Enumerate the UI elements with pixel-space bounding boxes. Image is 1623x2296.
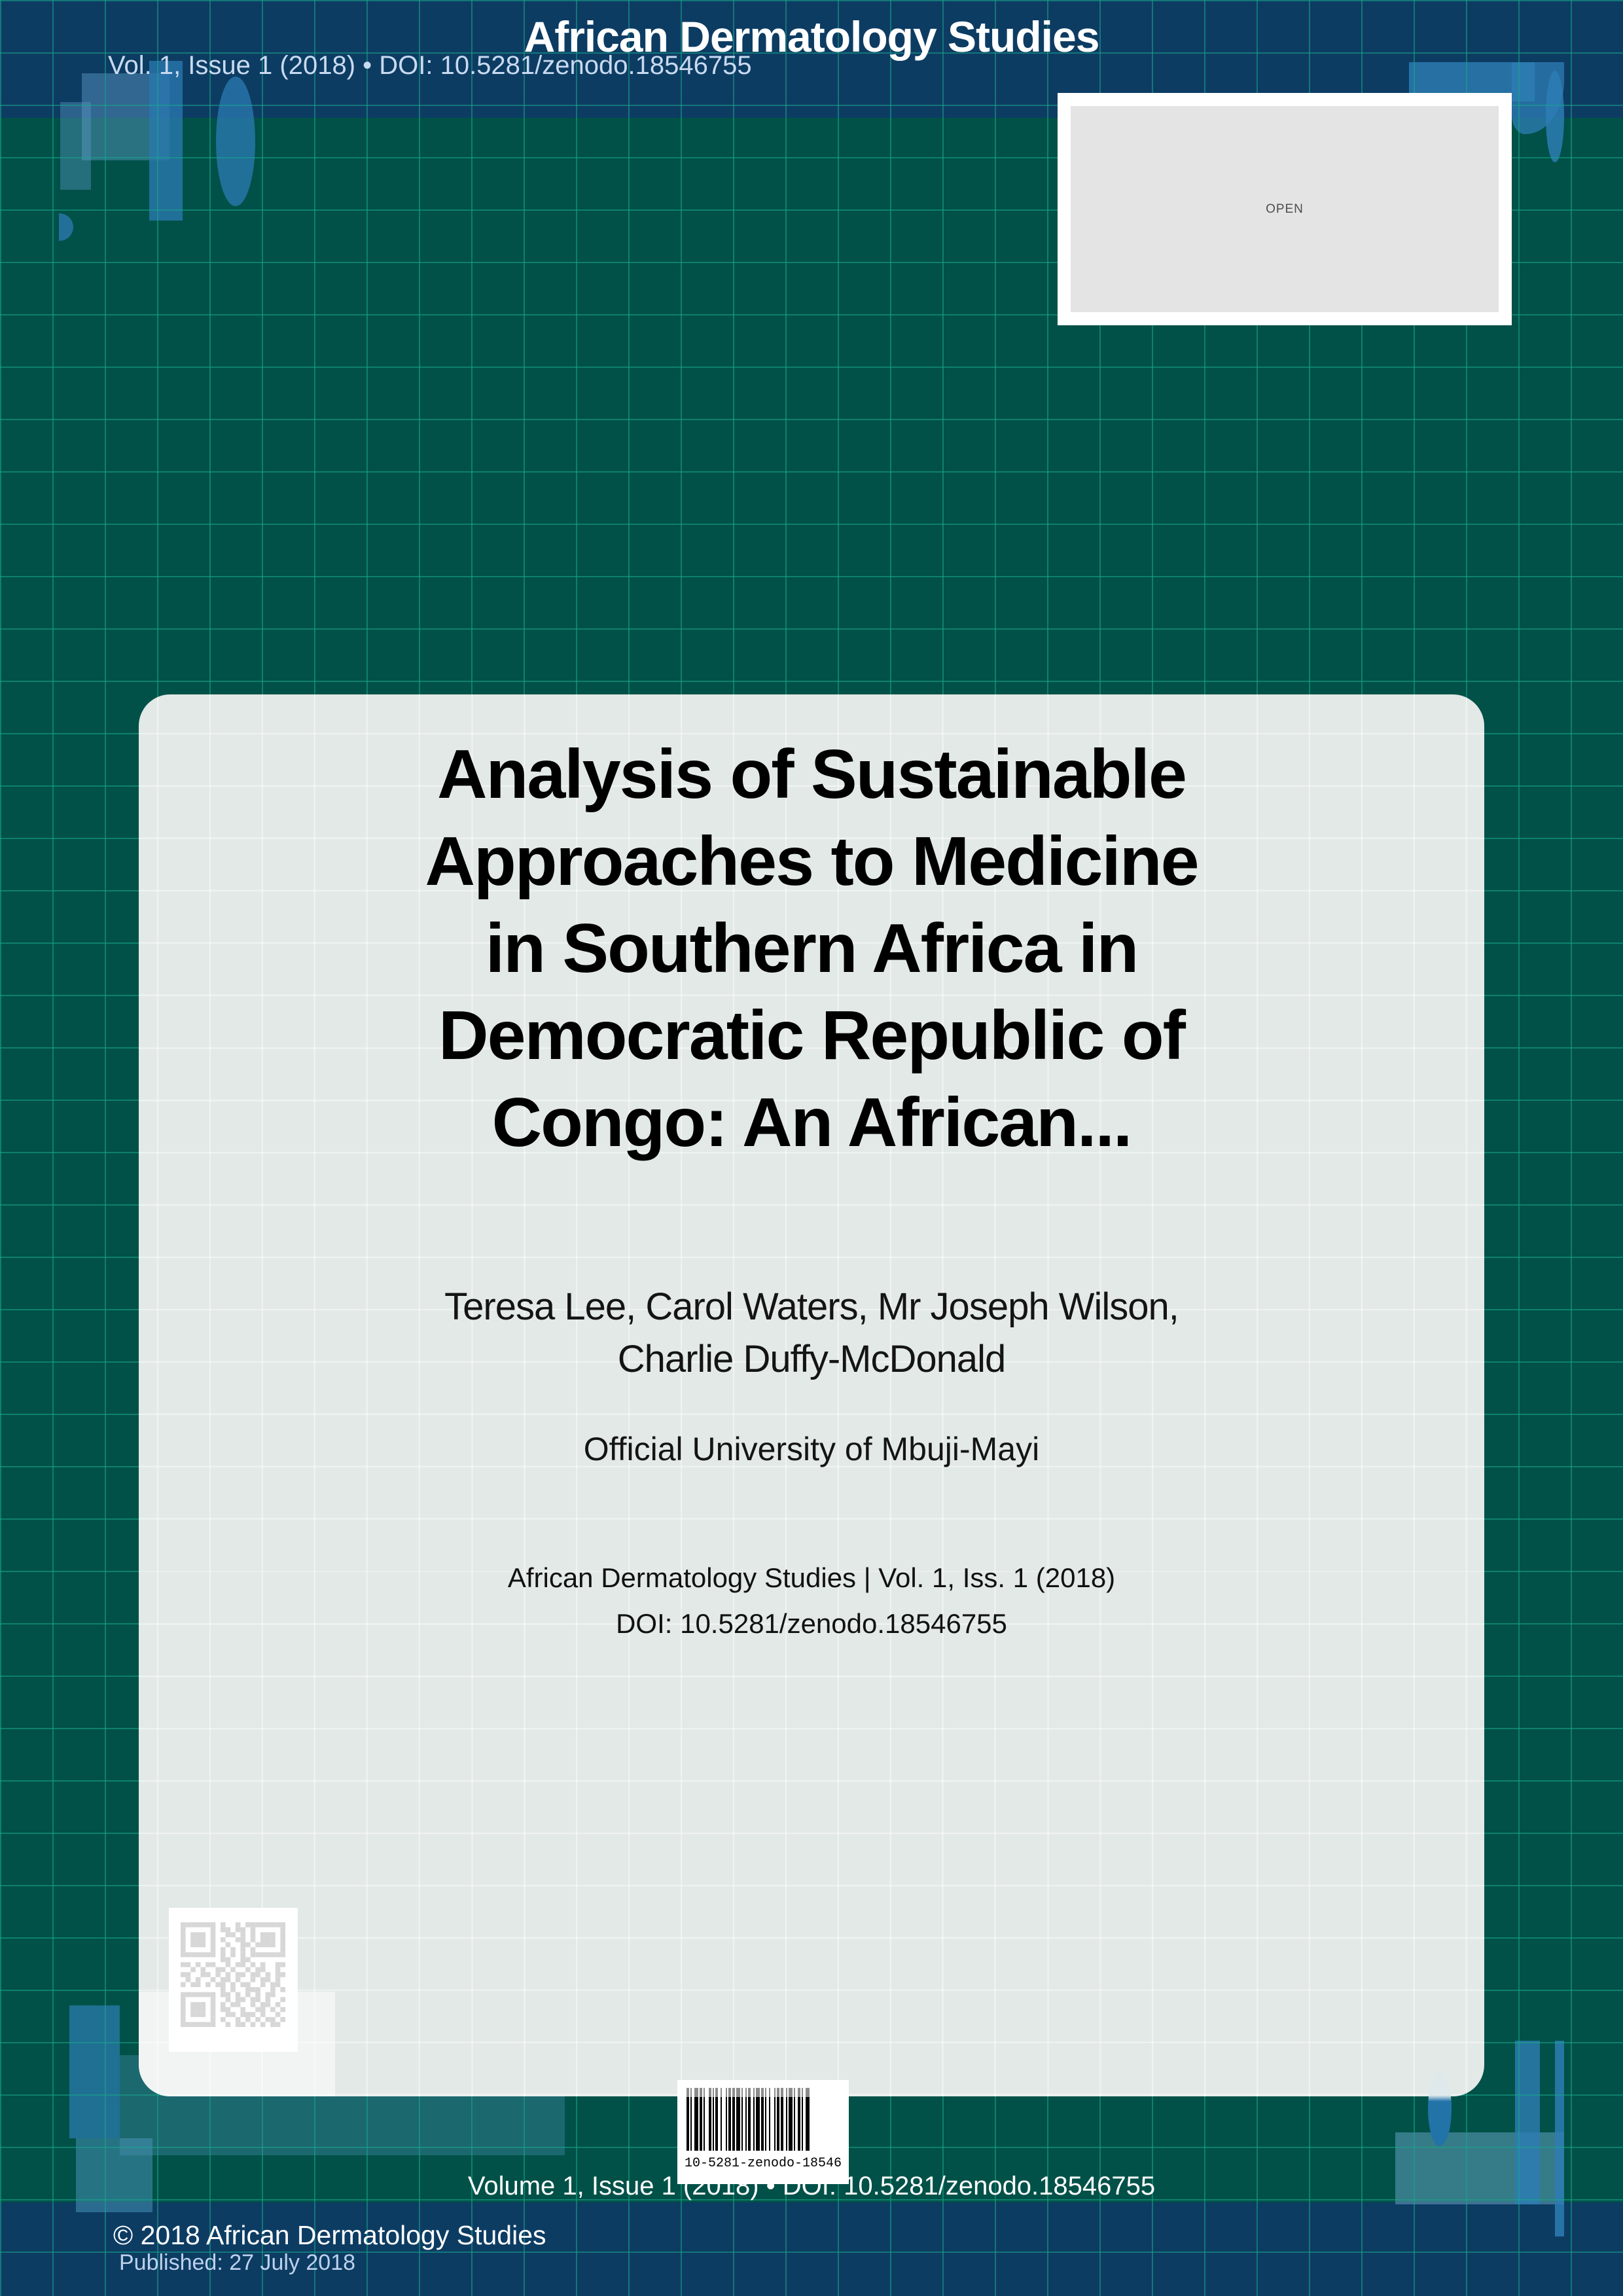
copyright-line: © 2018 African Dermatology Studies bbox=[113, 2220, 546, 2250]
author-line: Charlie Duffy-McDonald bbox=[617, 1338, 1007, 1380]
barcode-icon bbox=[687, 2088, 840, 2151]
qr-code bbox=[169, 1908, 298, 2052]
affiliation: Official University of Mbuji-Mayi bbox=[583, 1431, 1040, 1467]
decor-ellipse bbox=[1428, 2072, 1452, 2146]
article-title-line: Approaches to Medicine bbox=[425, 823, 1199, 900]
barcode-fade bbox=[687, 2088, 840, 2097]
barcode: 10-5281-zenodo-18546 bbox=[677, 2080, 849, 2184]
journal-reference: African Dermatology Studies | Vol. 1, Is… bbox=[507, 1562, 1116, 1593]
article-title-line: Democratic Republic of bbox=[438, 997, 1186, 1074]
decor-rect bbox=[60, 102, 91, 190]
decor-bar bbox=[69, 2005, 120, 2138]
qr-code-icon bbox=[181, 1922, 285, 2027]
issue-doi-line: Vol. 1, Issue 1 (2018) • DOI: 10.5281/ze… bbox=[108, 51, 752, 80]
decor-ellipse bbox=[216, 77, 255, 206]
author-line: Teresa Lee, Carol Waters, Mr Joseph Wils… bbox=[444, 1285, 1179, 1328]
article-title: Analysis of Sustainable Approaches to Me… bbox=[139, 731, 1484, 1166]
article-title-line: Congo: An African... bbox=[491, 1084, 1133, 1161]
open-access-badge-inner: OPEN bbox=[1071, 106, 1499, 312]
published-date: Published: 27 July 2018 bbox=[119, 2250, 356, 2275]
decor-bar bbox=[1555, 2041, 1564, 2236]
barcode-label: 10-5281-zenodo-18546 bbox=[684, 2156, 842, 2171]
article-title-line: in Southern Africa in bbox=[485, 910, 1139, 987]
decor-sliver bbox=[1546, 71, 1564, 162]
doi-line: DOI: 10.5281/zenodo.18546755 bbox=[616, 1608, 1007, 1639]
decor-half-circle bbox=[59, 213, 73, 241]
author-list: Teresa Lee, Carol Waters, Mr Joseph Wils… bbox=[139, 1281, 1484, 1386]
article-card: Analysis of Sustainable Approaches to Me… bbox=[139, 694, 1484, 2096]
article-title-line: Analysis of Sustainable bbox=[437, 736, 1187, 813]
open-access-badge: OPEN bbox=[1058, 93, 1512, 325]
decor-bar bbox=[149, 61, 183, 221]
open-access-label: OPEN bbox=[1266, 202, 1304, 216]
